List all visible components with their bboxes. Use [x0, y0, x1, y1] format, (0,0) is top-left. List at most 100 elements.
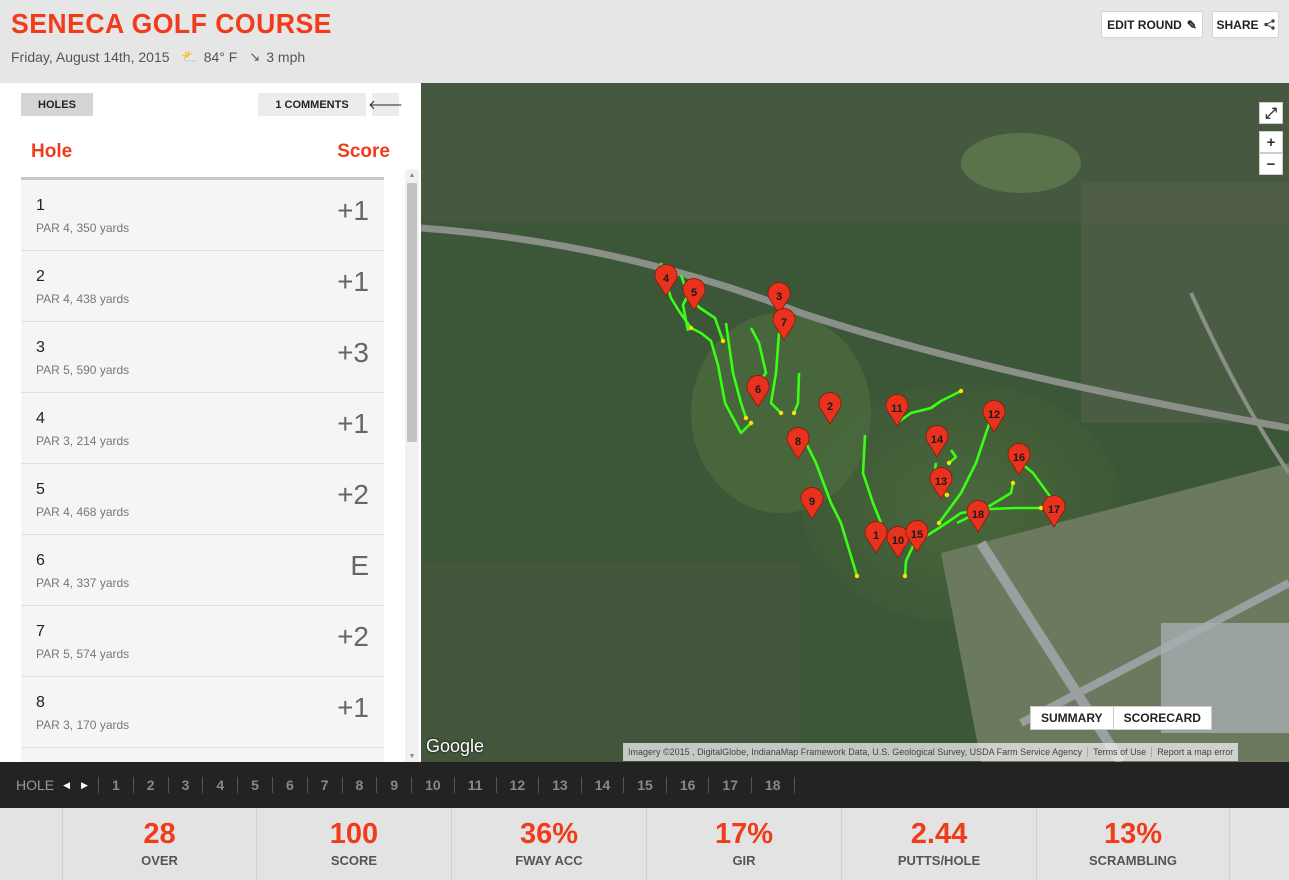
collapse-panel-button[interactable]: 🡐 [368, 93, 403, 116]
hole-marker[interactable]: 2 [818, 392, 842, 425]
hole-row[interactable]: 6 PAR 4, 337 yards E [21, 535, 384, 606]
hole-score: +3 [337, 337, 369, 368]
hole-marker-label: 15 [911, 529, 923, 541]
temperature: 84° F [203, 49, 238, 65]
hole-number: 8 [36, 694, 45, 711]
tab-holes[interactable]: HOLES [21, 93, 93, 116]
hole-row[interactable]: 8 PAR 3, 170 yards +1 [21, 677, 384, 748]
hole-marker[interactable]: 13 [929, 467, 953, 500]
hole-row[interactable]: 5 PAR 4, 468 yards +2 [21, 464, 384, 535]
map-pin-icon [1007, 443, 1031, 476]
hole-marker[interactable]: 18 [966, 500, 990, 533]
hole-list-scrollbar[interactable]: ▲ ▼ [405, 169, 419, 762]
hole-marker[interactable]: 8 [786, 427, 810, 460]
nav-divider [306, 777, 308, 793]
hole-marker-label: 17 [1048, 504, 1060, 516]
edit-round-button[interactable]: EDIT ROUND ✎ [1101, 11, 1203, 38]
hole-row[interactable] [21, 748, 384, 762]
report-map-error-link[interactable]: Report a map error [1151, 747, 1238, 757]
course-map[interactable]: 1 2 3 4 5 6 7 8 9 10 11 12 13 14 15 16 17 18 ⤢ + − SUMMAR… [421, 83, 1289, 762]
hole-number: 3 [36, 339, 45, 356]
hole-marker-label: 7 [781, 317, 787, 329]
hole-marker[interactable]: 14 [925, 425, 949, 458]
summary-button[interactable]: SUMMARY [1041, 711, 1103, 725]
hole-marker-label: 16 [1013, 452, 1025, 464]
hole-marker[interactable]: 15 [905, 520, 929, 553]
shot-track [948, 449, 958, 464]
hole-marker[interactable]: 1 [864, 521, 888, 554]
hole-nav-item[interactable]: 5 [251, 777, 259, 793]
stat-value: 2.44 [910, 818, 968, 850]
shot-track [724, 322, 748, 419]
hole-score: +1 [337, 408, 369, 439]
hole-marker[interactable]: 17 [1042, 495, 1066, 528]
stat-scrambling: 13% SCRAMBLING [1036, 808, 1230, 880]
hole-nav-item[interactable]: 3 [181, 777, 190, 793]
zoom-in-button[interactable]: + [1259, 131, 1283, 153]
hole-marker[interactable]: 16 [1007, 443, 1031, 476]
scroll-up-arrow-icon[interactable]: ▲ [408, 171, 416, 179]
map-pin-icon [1042, 495, 1066, 528]
edit-round-label: EDIT ROUND [1107, 17, 1182, 32]
hole-nav-item[interactable]: 18 [765, 777, 781, 793]
hole-nav-item[interactable]: 13 [552, 777, 568, 793]
hole-marker[interactable]: 3 [767, 282, 791, 315]
shot-endpoint [778, 410, 784, 416]
hole-row[interactable]: 1 PAR 4, 350 yards +1 [21, 180, 384, 251]
hole-marker[interactable]: 5 [682, 278, 706, 311]
next-hole-icon[interactable]: ▶ [81, 779, 88, 790]
hole-marker[interactable]: 4 [654, 264, 678, 297]
share-button[interactable]: SHARE [1212, 11, 1279, 38]
map-pin-icon [654, 264, 678, 297]
hole-marker[interactable]: 12 [982, 400, 1006, 433]
share-label: SHARE [1216, 17, 1259, 32]
tab-comments[interactable]: 1 COMMENTS [258, 93, 366, 116]
hole-row[interactable]: 4 PAR 3, 214 yards +1 [21, 393, 384, 464]
scroll-down-arrow-icon[interactable]: ▼ [408, 752, 416, 760]
hole-nav-item[interactable]: 15 [637, 777, 653, 793]
map-pin-icon [772, 308, 796, 341]
previous-hole-icon[interactable]: ◀ [63, 779, 71, 790]
fullscreen-button[interactable]: ⤢ [1259, 102, 1283, 124]
hole-marker[interactable]: 10 [886, 526, 910, 559]
hole-nav-item[interactable]: 4 [216, 777, 225, 793]
hole-nav-item[interactable]: 10 [425, 777, 441, 793]
scorecard-button[interactable]: SCORECARD [1112, 707, 1211, 729]
map-view-toggle: SUMMARY SCORECARD [1030, 706, 1212, 730]
hole-score: +1 [337, 692, 369, 723]
hole-nav-item[interactable]: 1 [111, 777, 120, 793]
hole-row[interactable]: 7 PAR 5, 574 yards +2 [21, 606, 384, 677]
hole-par-yards: PAR 4, 468 yards [36, 505, 130, 519]
terms-of-use-link[interactable]: Terms of Use [1087, 747, 1151, 757]
nav-divider [237, 777, 239, 793]
hole-nav-item[interactable]: 6 [285, 777, 294, 793]
stat-label: GIR [732, 853, 756, 868]
hole-marker[interactable]: 11 [885, 394, 909, 427]
shot-endpoint [720, 338, 726, 344]
hole-nav-item[interactable]: 14 [594, 777, 611, 793]
hole-nav-item[interactable]: 7 [320, 777, 329, 793]
hole-nav-label: HOLE [16, 777, 55, 793]
hole-number: 2 [36, 268, 45, 285]
map-pin-icon [925, 425, 949, 458]
zoom-out-button[interactable]: − [1259, 153, 1283, 175]
round-date: Friday, August 14th, 2015 [11, 49, 170, 65]
nav-divider [202, 777, 204, 793]
hole-row[interactable]: 3 PAR 5, 590 yards +3 [21, 322, 384, 393]
header-divider [21, 177, 384, 180]
hole-nav-item[interactable]: 11 [467, 777, 483, 793]
hole-marker[interactable]: 6 [746, 375, 770, 408]
hole-marker[interactable]: 9 [800, 487, 824, 520]
hole-nav-item[interactable]: 16 [679, 777, 696, 793]
hole-nav-item[interactable]: 8 [355, 777, 364, 793]
wind-arrow-icon: ↘ [249, 49, 261, 64]
hole-nav-item[interactable]: 9 [390, 777, 399, 793]
hole-nav-item[interactable]: 2 [146, 777, 155, 793]
hole-list: 1 PAR 4, 350 yards +1 2 PAR 4, 438 yards… [21, 180, 384, 762]
hole-row[interactable]: 2 PAR 4, 438 yards +1 [21, 251, 384, 322]
hole-nav-item[interactable]: 17 [722, 777, 738, 793]
scroll-thumb[interactable] [407, 183, 417, 442]
hole-marker[interactable]: 7 [772, 308, 796, 341]
hole-nav-item[interactable]: 12 [509, 777, 526, 793]
hole-par-yards: PAR 5, 574 yards [36, 647, 130, 661]
